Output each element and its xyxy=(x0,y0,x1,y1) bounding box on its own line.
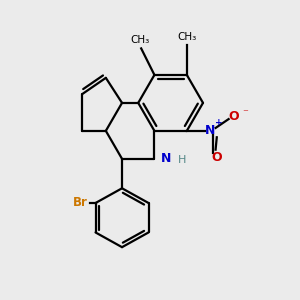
Text: CH₃: CH₃ xyxy=(130,35,149,45)
Text: N: N xyxy=(161,152,171,165)
Text: +: + xyxy=(215,118,222,127)
Text: ⁻: ⁻ xyxy=(242,108,248,118)
Text: O: O xyxy=(229,110,239,123)
Text: H: H xyxy=(178,155,186,165)
Text: Br: Br xyxy=(73,196,88,209)
Text: N: N xyxy=(205,124,215,137)
Text: CH₃: CH₃ xyxy=(177,32,196,42)
Text: O: O xyxy=(211,151,222,164)
